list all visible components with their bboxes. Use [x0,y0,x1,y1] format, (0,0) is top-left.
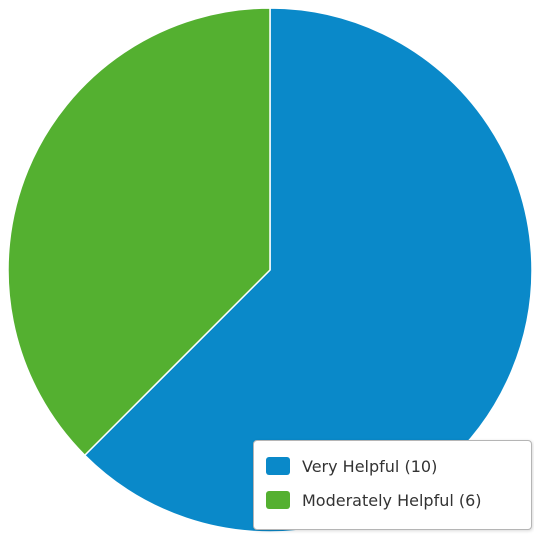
legend-label-very-helpful: Very Helpful (10) [302,456,438,476]
pie-slice-very-helpful[interactable] [83,7,533,533]
pie-slice-moderately-helpful[interactable] [7,7,271,457]
legend-swatch-moderately-helpful [266,491,290,509]
legend-label-moderately-helpful: Moderately Helpful (6) [302,490,482,510]
legend-swatch-very-helpful [266,457,290,475]
legend-item-very-helpful[interactable]: Very Helpful (10) [266,455,531,477]
legend-item-moderately-helpful[interactable]: Moderately Helpful (6) [266,489,531,511]
chart-legend: Very Helpful (10) Moderately Helpful (6) [253,440,532,530]
